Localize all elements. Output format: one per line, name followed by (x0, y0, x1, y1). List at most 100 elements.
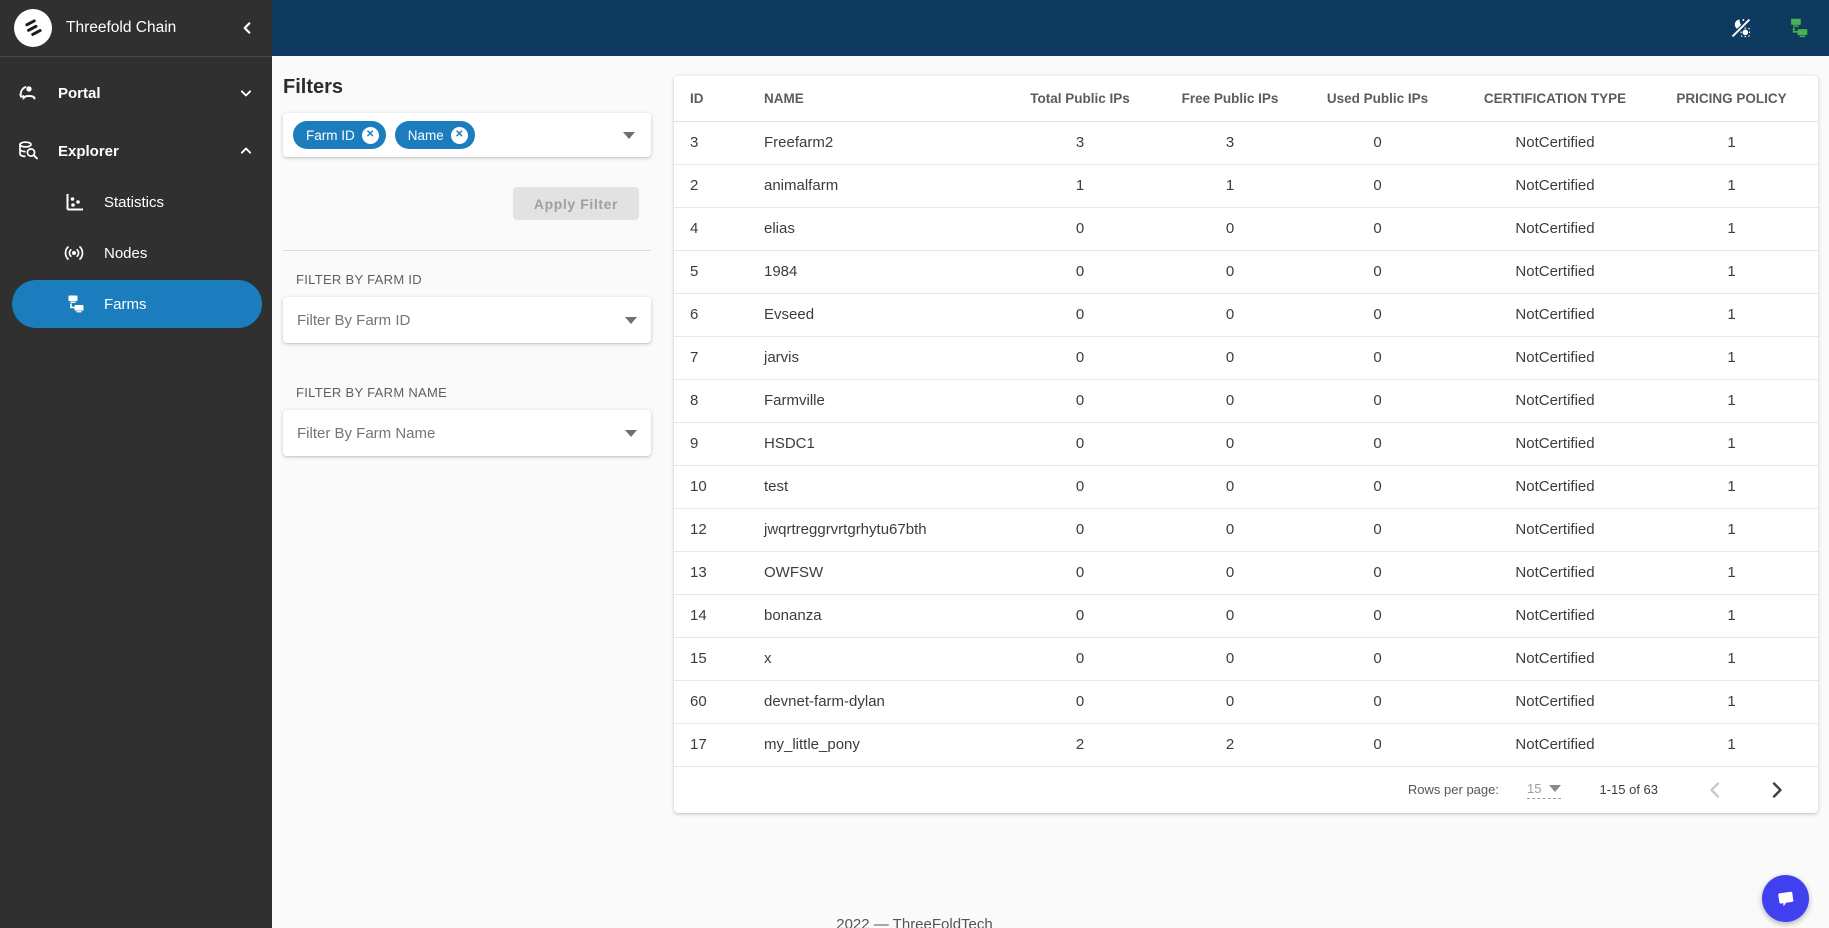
table-cell: 1 (1645, 465, 1818, 509)
sidebar-item-nodes[interactable]: Nodes (0, 229, 272, 277)
table-cell: NotCertified (1465, 250, 1645, 294)
table-cell: 0 (1170, 465, 1290, 509)
sidebar-item-label: Explorer (58, 142, 119, 160)
table-cell: 0 (1170, 293, 1290, 337)
table-cell: 0 (990, 336, 1170, 380)
table-row[interactable]: 12 jwqrtreggrvrtgrhytu67bth 0 0 0 NotCertifie… (674, 508, 1818, 552)
table-cell: 3 (990, 121, 1170, 165)
table-cell: 0 (1290, 723, 1465, 767)
table-row[interactable]: 13 OWFSW 0 0 0 NotCertified 1 (674, 551, 1818, 595)
table-cell: 5 (674, 250, 750, 294)
column-header-name: NAME (750, 76, 990, 122)
sidebar-item-explorer[interactable]: Explorer (0, 127, 272, 175)
chevron-down-icon (625, 316, 637, 324)
table-cell: NotCertified (1465, 551, 1645, 595)
chip-close-icon[interactable]: ✕ (361, 126, 379, 144)
table-row[interactable]: 60 devnet-farm-dylan 0 0 0 NotCertified 1 (674, 680, 1818, 724)
table-header: ID NAME Total Public IPs Free Public IPs… (674, 76, 1818, 122)
table-cell: 1 (990, 164, 1170, 208)
table-cell: my_little_pony (750, 723, 990, 767)
table-cell: 1 (1645, 680, 1818, 724)
farm-id-filter-input[interactable]: Filter By Farm ID (283, 297, 651, 343)
table-cell: NotCertified (1465, 207, 1645, 251)
table-cell: NotCertified (1465, 465, 1645, 509)
table-cell: bonanza (750, 594, 990, 638)
table-cell: 0 (1170, 379, 1290, 423)
table-cell: 10 (674, 465, 750, 509)
table-cell: 1 (1645, 637, 1818, 681)
table-cell: 2 (990, 723, 1170, 767)
statistics-icon (66, 194, 83, 211)
table-cell: 0 (990, 637, 1170, 681)
filter-chip-name[interactable]: Name ✕ (394, 121, 475, 149)
table-row[interactable]: 17 my_little_pony 2 2 0 NotCertified 1 (674, 723, 1818, 767)
table-cell: 6 (674, 293, 750, 337)
chevron-down-icon (1549, 784, 1562, 792)
table-cell: 0 (1290, 508, 1465, 552)
table-row[interactable]: 15 x 0 0 0 NotCertified 1 (674, 637, 1818, 681)
divider (283, 250, 651, 251)
table-row[interactable]: 7 jarvis 0 0 0 NotCertified 1 (674, 336, 1818, 380)
filter-chips-select[interactable]: Farm ID ✕ Name ✕ (283, 113, 651, 157)
table-cell: 0 (1290, 422, 1465, 466)
chevron-up-icon (240, 147, 252, 154)
network-status-button[interactable] (1783, 14, 1811, 42)
table-cell: 1984 (750, 250, 990, 294)
sidebar-item-portal[interactable]: Portal (0, 69, 272, 117)
table-cell: NotCertified (1465, 723, 1645, 767)
sidebar-item-farms[interactable]: Farms (12, 280, 262, 328)
table-row[interactable]: 2 animalfarm 1 1 0 NotCertified 1 (674, 164, 1818, 208)
farm-name-placeholder: Filter By Farm Name (297, 424, 436, 442)
table-cell: 0 (990, 594, 1170, 638)
table-cell: NotCertified (1465, 293, 1645, 337)
filters-title: Filters (283, 76, 344, 98)
chip-label: Name (407, 127, 444, 143)
filter-by-farm-name-label: FILTER BY FARM NAME (296, 385, 448, 400)
table-row[interactable]: 8 Farmville 0 0 0 NotCertified 1 (674, 379, 1818, 423)
filter-chip-farm-id[interactable]: Farm ID ✕ (293, 121, 386, 149)
table-row[interactable]: 4 elias 0 0 0 NotCertified 1 (674, 207, 1818, 251)
table-cell: NotCertified (1465, 637, 1645, 681)
sidebar-item-statistics[interactable]: Statistics (0, 178, 272, 226)
previous-page-button[interactable] (1702, 777, 1728, 803)
rows-per-page-select[interactable]: 15 (1526, 781, 1562, 799)
table-row[interactable]: 6 Evseed 0 0 0 NotCertified 1 (674, 293, 1818, 337)
table-cell: NotCertified (1465, 680, 1645, 724)
table-row[interactable]: 3 Freefarm2 3 3 0 NotCertified 1 (674, 121, 1818, 165)
column-header-used-public-ips: Used Public IPs (1290, 76, 1465, 122)
table-cell: 8 (674, 379, 750, 423)
table-cell: 12 (674, 508, 750, 552)
table-cell: 0 (1170, 680, 1290, 724)
table-cell: 60 (674, 680, 750, 724)
table-cell: 0 (1290, 680, 1465, 724)
farms-table-body: 3 Freefarm2 3 3 0 NotCertified 1 2 animalfarm 1 1 0… (674, 121, 1818, 767)
theme-light-dark-icon (1730, 17, 1752, 39)
sidebar-collapse-icon[interactable] (236, 17, 258, 39)
table-cell: 3 (674, 121, 750, 165)
table-cell: OWFSW (750, 551, 990, 595)
table-cell: 0 (990, 422, 1170, 466)
table-cell: NotCertified (1465, 379, 1645, 423)
app-title: Threefold Chain (66, 19, 177, 36)
table-cell: 0 (1170, 336, 1290, 380)
apply-filter-button[interactable]: Apply Filter (513, 187, 639, 220)
farm-name-filter-input[interactable]: Filter By Farm Name (283, 410, 651, 456)
chip-close-icon[interactable]: ✕ (450, 126, 468, 144)
theme-toggle-button[interactable] (1727, 14, 1755, 42)
table-cell: 1 (1645, 293, 1818, 337)
table-row[interactable]: 10 test 0 0 0 NotCertified 1 (674, 465, 1818, 509)
table-row[interactable]: 14 bonanza 0 0 0 NotCertified 1 (674, 594, 1818, 638)
chevron-left-icon (1710, 781, 1720, 798)
table-row[interactable]: 5 1984 0 0 0 NotCertified 1 (674, 250, 1818, 294)
chat-fab-button[interactable] (1762, 875, 1809, 922)
table-cell: 1 (1645, 250, 1818, 294)
table-cell: 0 (1290, 250, 1465, 294)
table-cell: 3 (1170, 121, 1290, 165)
sidebar-item-label: Portal (58, 84, 101, 102)
next-page-button[interactable] (1764, 777, 1790, 803)
table-cell: Freefarm2 (750, 121, 990, 165)
table-cell: 0 (990, 551, 1170, 595)
table-cell: 1 (1645, 207, 1818, 251)
table-row[interactable]: 9 HSDC1 0 0 0 NotCertified 1 (674, 422, 1818, 466)
column-header-total-public-ips: Total Public IPs (990, 76, 1170, 122)
